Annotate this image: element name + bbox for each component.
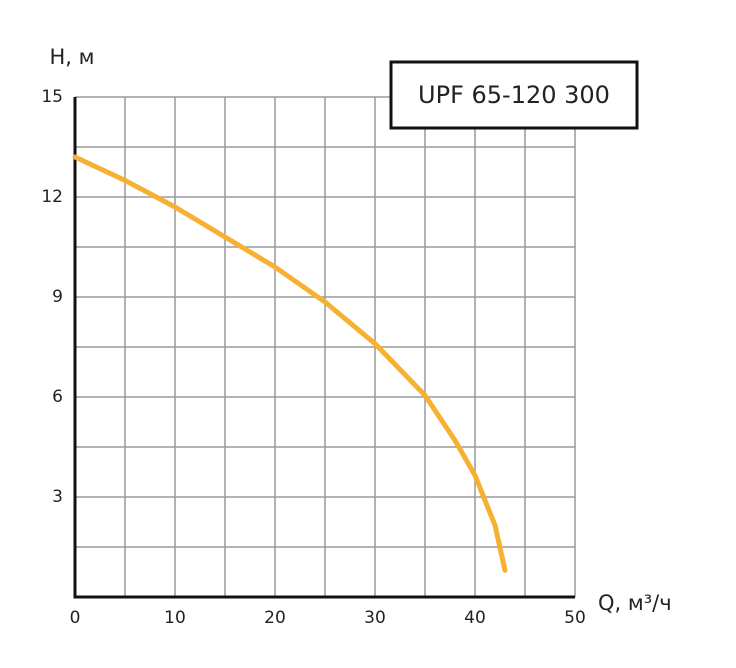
y-axis-label: H, м (50, 45, 95, 69)
y-tick-label: 15 (41, 87, 63, 107)
y-tick-label: 9 (52, 287, 63, 307)
x-tick-label: 20 (264, 608, 286, 628)
curve (72, 154, 508, 573)
x-tick-label: 10 (164, 608, 186, 628)
x-tick-label: 0 (70, 608, 81, 628)
x-tick-label: 30 (364, 608, 386, 628)
x-axis-label: Q, м³/ч (598, 591, 672, 615)
y-tick-label: 6 (52, 387, 63, 407)
chart-title: UPF 65-120 300 (418, 81, 610, 109)
y-tick-label: 3 (52, 487, 63, 507)
x-tick-label: 50 (564, 608, 586, 628)
x-tick-label: 40 (464, 608, 486, 628)
title-box (389, 60, 639, 130)
y-tick-label: 12 (41, 187, 63, 207)
